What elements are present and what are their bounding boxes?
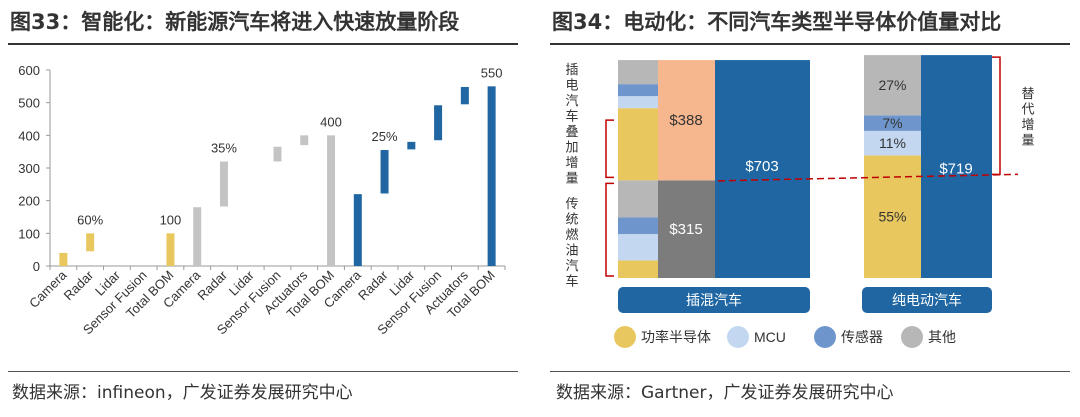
bev-segment-1 xyxy=(864,155,921,278)
y-tick-label: 300 xyxy=(18,161,40,176)
waterfall-bar xyxy=(300,135,309,146)
phev-added-label: $388 xyxy=(669,112,702,129)
waterfall-bar xyxy=(193,207,202,266)
bar-annotation: 35% xyxy=(211,140,237,155)
bev-category-pill xyxy=(862,287,992,313)
legend-label: 其他 xyxy=(928,329,956,345)
phev-category-pill xyxy=(618,287,810,313)
phev-strip-segment xyxy=(618,108,658,181)
phev-traditional-side-label: 传统燃油汽车 xyxy=(565,196,578,289)
bev-segment-label: 7% xyxy=(882,115,902,131)
bev-total-label: $719 xyxy=(939,161,972,178)
waterfall-bar xyxy=(407,141,416,150)
y-tick-label: 200 xyxy=(18,194,40,209)
phev-total-bar xyxy=(715,60,810,278)
x-category-label: Radar xyxy=(61,267,97,303)
phev-strip-segment xyxy=(618,84,658,97)
bev-segment-3 xyxy=(864,115,921,131)
phev-traditional-bar xyxy=(658,180,715,278)
bev-segment-4 xyxy=(864,55,921,116)
phev-total-label: $703 xyxy=(745,158,778,175)
legend-swatch xyxy=(727,326,749,348)
bev-total-bar xyxy=(921,55,992,278)
bev-segment-label: 55% xyxy=(878,209,906,225)
legend-swatch xyxy=(901,326,923,348)
legend-label: 功率半导体 xyxy=(641,329,711,345)
waterfall-bar xyxy=(487,86,496,266)
bev-category-label: 纯电动汽车 xyxy=(892,292,962,308)
left-waterfall-chart: 0100200300400500600CameraRadarLidarSenso… xyxy=(18,63,506,337)
legend-swatch xyxy=(814,326,836,348)
right-source-note: 数据来源：Gartner，广发证券发展研究中心 xyxy=(556,383,894,403)
legend-label: 传感器 xyxy=(841,329,883,345)
bev-replacement-side-label: 替代增量 xyxy=(1021,86,1034,148)
bar-annotation: 60% xyxy=(77,212,103,227)
waterfall-bar xyxy=(380,150,389,194)
right-title-rule xyxy=(550,43,1070,45)
phev-strip-segment xyxy=(618,96,658,109)
waterfall-bar xyxy=(219,161,228,207)
waterfall-bar xyxy=(59,252,68,266)
x-category-label: Radar xyxy=(355,267,391,303)
waterfall-bar xyxy=(327,135,336,266)
bar-annotation: 550 xyxy=(481,65,503,80)
y-tick-label: 400 xyxy=(18,128,40,143)
reference-dashed-line xyxy=(717,173,1019,182)
y-tick-label: 500 xyxy=(18,96,40,111)
phev-strip-segment xyxy=(618,234,658,261)
left-title-rule xyxy=(8,43,518,45)
waterfall-bar xyxy=(434,105,443,141)
waterfall-bar xyxy=(460,86,469,105)
phev-strip-segment xyxy=(618,260,658,278)
legend-swatch xyxy=(614,326,636,348)
right-chart-title: 图34：电动化：不同汽车类型半导体价值量对比 xyxy=(552,10,1002,34)
phev-added-bracket xyxy=(605,119,614,179)
bev-replacement-bracket xyxy=(992,56,1001,176)
waterfall-bar xyxy=(166,233,175,266)
left-source-rule xyxy=(8,371,518,372)
phev-traditional-label: $315 xyxy=(669,221,702,238)
bev-segment-label: 27% xyxy=(878,77,906,93)
bar-annotation: 25% xyxy=(372,129,398,144)
y-tick-label: 0 xyxy=(33,259,40,274)
right-stacked-chart: $703 $315 $388 55% 11% 7% 27% $719 插电汽车叠加增量传统燃油汽… xyxy=(565,55,1035,348)
bev-segment-label: 11% xyxy=(879,135,906,151)
phev-strip-segment xyxy=(618,217,658,235)
y-tick-label: 100 xyxy=(18,226,40,241)
left-source-note: 数据来源：infineon，广发证券发展研究中心 xyxy=(12,383,353,403)
waterfall-bar xyxy=(86,233,95,252)
bar-annotation: 100 xyxy=(160,212,182,227)
legend-label: MCU xyxy=(754,329,786,345)
right-source-rule xyxy=(550,371,1070,372)
phev-added-side-label: 插电汽车叠加增量 xyxy=(565,62,578,186)
bev-segment-2 xyxy=(864,130,921,156)
phev-category-label: 插混汽车 xyxy=(686,292,742,308)
left-chart-title: 图33：智能化：新能源汽车将进入快速放量阶段 xyxy=(10,10,460,34)
x-category-label: Radar xyxy=(194,267,230,303)
phev-traditional-bracket xyxy=(605,182,614,277)
phev-strip-segment xyxy=(618,180,658,218)
phev-strip-segment xyxy=(618,60,658,85)
waterfall-bar xyxy=(273,146,282,162)
bar-annotation: 400 xyxy=(320,114,342,129)
phev-added-bar xyxy=(658,60,715,181)
y-tick-label: 600 xyxy=(18,63,40,78)
waterfall-bar xyxy=(353,194,362,266)
